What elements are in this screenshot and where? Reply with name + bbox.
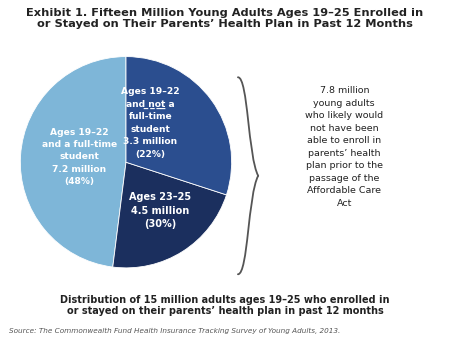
Text: 7.8 million
young adults
who likely would
not have been
able to enroll in
parent: 7.8 million young adults who likely woul… (305, 86, 383, 208)
Wedge shape (113, 162, 226, 268)
Text: and ̲n̲o̲t̲ a: and ̲n̲o̲t̲ a (126, 100, 175, 109)
Text: or Stayed on Their Parents’ Health Plan in Past 12 Months: or Stayed on Their Parents’ Health Plan … (37, 19, 413, 29)
Text: Ages 19–22: Ages 19–22 (121, 88, 180, 96)
Text: Ages 23–25
4.5 million
(30%): Ages 23–25 4.5 million (30%) (129, 192, 191, 230)
Text: Exhibit 1. Fifteen Million Young Adults Ages 19–25 Enrolled in: Exhibit 1. Fifteen Million Young Adults … (27, 8, 423, 19)
Text: Source: The Commonwealth Fund Health Insurance Tracking Survey of Young Adults, : Source: The Commonwealth Fund Health Ins… (9, 328, 340, 334)
Text: full-time: full-time (128, 113, 172, 121)
Text: Ages 19–22
and a full-time
student
7.2 million
(48%): Ages 19–22 and a full-time student 7.2 m… (42, 128, 117, 186)
Text: (22%): (22%) (135, 150, 165, 159)
Text: student: student (130, 125, 170, 134)
Text: Distribution of 15 million adults ages 19–25 who enrolled in
or stayed on their : Distribution of 15 million adults ages 1… (60, 295, 390, 316)
Text: 3.3 million: 3.3 million (123, 137, 177, 146)
Wedge shape (126, 56, 232, 195)
Wedge shape (20, 56, 126, 267)
